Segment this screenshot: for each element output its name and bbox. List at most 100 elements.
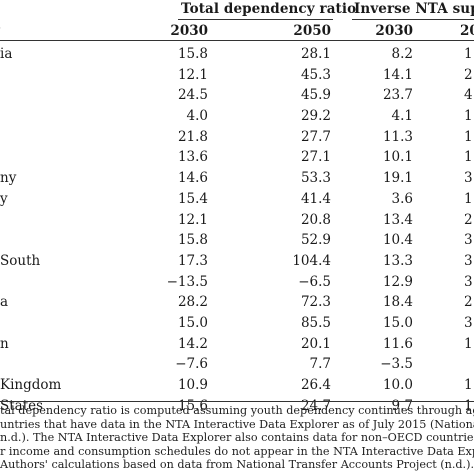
- tdr-2050-cell: 20.8: [300, 211, 331, 228]
- group-header-inverse-nta: Inverse NTA suppo: [354, 1, 474, 17]
- table-header: Total dependency ratio Inverse NTA suppo…: [0, 0, 474, 42]
- nta-2050-cell: 3: [464, 170, 473, 187]
- nta-2030-cell: 11.3: [382, 128, 413, 145]
- year-header-nta-2030: 2030: [375, 23, 413, 39]
- group-rule-total-dependency: [178, 19, 333, 20]
- tdr-2030-cell: 15.4: [177, 190, 208, 207]
- tdr-2030-cell: 15.8: [177, 46, 208, 62]
- table-row: −13.5 −6.5 12.9 3: [0, 272, 474, 293]
- table-row: South 17.3 104.4 13.3 3: [0, 251, 474, 272]
- nta-2030-cell: 18.4: [382, 294, 413, 311]
- tdr-2050-cell: 7.7: [309, 356, 331, 373]
- note-line: r income and consumption schedules do no…: [0, 444, 474, 458]
- table-row: ia 15.8 28.1 8.2 1: [0, 44, 474, 65]
- nta-2030-cell: 10.0: [382, 377, 413, 393]
- footer-rule: [0, 401, 474, 402]
- nta-2050-cell: 1: [464, 377, 473, 393]
- tdr-2050-cell: 85.5: [300, 314, 331, 331]
- tdr-2030-cell: 4.0: [186, 108, 208, 125]
- nta-2050-cell: 1: [464, 149, 473, 166]
- tdr-2050-cell: 20.1: [300, 335, 331, 352]
- country-cell: a: [0, 294, 9, 311]
- nta-2050-cell: 1: [464, 46, 473, 62]
- table-row: n 14.2 20.1 11.6 1: [0, 334, 474, 355]
- nta-2050-cell: 1: [464, 128, 473, 145]
- nta-2030-cell: 13.4: [382, 211, 413, 228]
- nta-2050-cell: 1: [464, 108, 473, 125]
- tdr-2050-cell: 104.4: [292, 252, 331, 269]
- tdr-2030-cell: 21.8: [177, 128, 208, 145]
- tdr-2050-cell: 45.9: [300, 87, 331, 104]
- tdr-2050-cell: 45.3: [300, 66, 331, 83]
- nta-2050-cell: 1: [464, 190, 473, 207]
- table-row: ny 14.6 53.3 19.1 3: [0, 168, 474, 189]
- tdr-2030-cell: 28.2: [177, 294, 208, 311]
- group-header-total-dependency: Total dependency ratio: [181, 1, 357, 17]
- table-row: 21.8 27.7 11.3 1: [0, 127, 474, 148]
- table-row: a 28.2 72.3 18.4 2: [0, 292, 474, 313]
- table-row: 4.0 29.2 4.1 1: [0, 106, 474, 127]
- nta-2050-cell: 4: [464, 87, 473, 104]
- table-body: ia 15.8 28.1 8.2 1 12.1 45.3 14.1 2 24.5 45.9 23.7 4…: [0, 44, 474, 416]
- tdr-2050-cell: 28.1: [300, 46, 331, 62]
- nta-2050-cell: 2: [464, 66, 473, 83]
- tdr-2030-cell: 13.6: [177, 149, 208, 166]
- tdr-2050-cell: 29.2: [300, 108, 331, 125]
- year-header-tdr-2050: 2050: [293, 23, 331, 39]
- nta-2030-cell: −3.5: [380, 356, 413, 373]
- tdr-2050-cell: 26.4: [300, 377, 331, 393]
- header-rule: [0, 40, 474, 41]
- nta-2030-cell: 8.2: [391, 46, 413, 62]
- nta-2030-cell: 4.1: [391, 108, 413, 125]
- tdr-2030-cell: 12.1: [177, 66, 208, 83]
- tdr-2030-cell: 10.9: [177, 377, 208, 393]
- table-row: 12.1 45.3 14.1 2: [0, 65, 474, 86]
- nta-2050-cell: 3: [464, 273, 473, 290]
- country-cell: ia: [0, 46, 13, 62]
- tdr-2030-cell: 14.6: [177, 170, 208, 187]
- note-line: tal dependency ratio is computed assumin…: [0, 404, 474, 417]
- tdr-2030-cell: −13.5: [166, 273, 208, 290]
- country-cell: ny: [0, 170, 17, 187]
- tdr-2050-cell: 27.7: [300, 128, 331, 145]
- table-row: Kingdom 10.9 26.4 10.0 1: [0, 375, 474, 396]
- table-row: y 15.4 41.4 3.6 1: [0, 189, 474, 210]
- nta-2050-cell: 3: [464, 314, 473, 331]
- nta-2050-cell: 2: [464, 294, 473, 311]
- nta-2050-cell: 3: [464, 232, 473, 249]
- tdr-2050-cell: 53.3: [300, 170, 331, 187]
- tdr-2050-cell: 41.4: [300, 190, 331, 207]
- table-row: −7.6 7.7 −3.5: [0, 354, 474, 375]
- nta-2030-cell: 23.7: [382, 87, 413, 104]
- nta-2050-cell: 1: [464, 335, 473, 352]
- nta-2050-cell: 3: [464, 252, 473, 269]
- table-row: 12.1 20.8 13.4 2: [0, 210, 474, 231]
- tdr-2030-cell: 15.0: [177, 314, 208, 331]
- nta-2050-cell: 2: [464, 211, 473, 228]
- tdr-2030-cell: 12.1: [177, 211, 208, 228]
- nta-2030-cell: 19.1: [382, 170, 413, 187]
- table-notes: tal dependency ratio is computed assumin…: [0, 404, 474, 472]
- nta-2030-cell: 15.0: [382, 314, 413, 331]
- table-row: 13.6 27.1 10.1 1: [0, 147, 474, 168]
- year-header-tdr-2030: 2030: [170, 23, 208, 39]
- tdr-2050-cell: −6.5: [298, 273, 331, 290]
- nta-2030-cell: 10.4: [382, 232, 413, 249]
- nta-2050-cell: 1: [464, 397, 473, 414]
- year-header-nta-2050: 20: [460, 23, 474, 39]
- tdr-2050-cell: 52.9: [300, 232, 331, 249]
- note-line: n.d.). The NTA Interactive Data Explorer…: [0, 431, 474, 445]
- tdr-2030-cell: 15.8: [177, 232, 208, 249]
- nta-2030-cell: 14.1: [382, 66, 413, 83]
- table-row: 15.8 52.9 10.4 3: [0, 230, 474, 251]
- tdr-2030-cell: 14.2: [177, 335, 208, 352]
- nta-2030-cell: 10.1: [382, 149, 413, 166]
- country-cell: Kingdom: [0, 377, 62, 393]
- nta-2030-cell: 3.6: [391, 190, 413, 207]
- tdr-2030-cell: 17.3: [177, 252, 208, 269]
- table-row: 24.5 45.9 23.7 4: [0, 85, 474, 106]
- nta-2030-cell: 11.6: [382, 335, 413, 352]
- tdr-2050-cell: 72.3: [300, 294, 331, 311]
- group-rule-inverse-nta: [352, 19, 474, 20]
